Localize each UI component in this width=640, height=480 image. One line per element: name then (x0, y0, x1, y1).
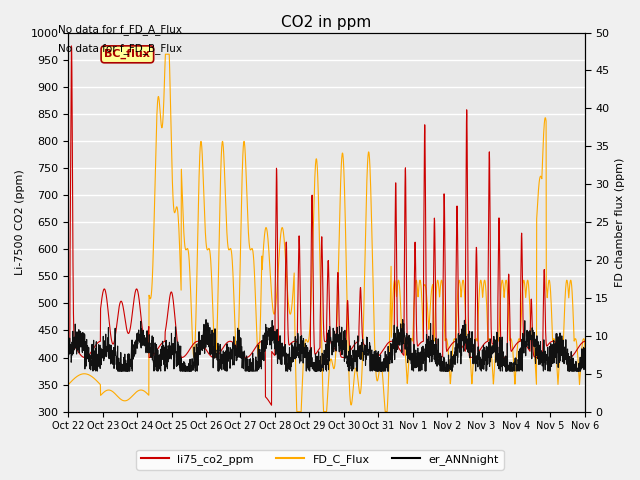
Text: No data for f_FD_B_Flux: No data for f_FD_B_Flux (58, 43, 182, 54)
Text: BC_flux: BC_flux (104, 49, 150, 60)
Legend: li75_co2_ppm, FD_C_Flux, er_ANNnight: li75_co2_ppm, FD_C_Flux, er_ANNnight (136, 450, 504, 469)
Y-axis label: Li-7500 CO2 (ppm): Li-7500 CO2 (ppm) (15, 169, 25, 275)
Y-axis label: FD chamber flux (ppm): FD chamber flux (ppm) (615, 157, 625, 287)
Title: CO2 in ppm: CO2 in ppm (282, 15, 372, 30)
Text: No data for f_FD_A_Flux: No data for f_FD_A_Flux (58, 24, 182, 35)
